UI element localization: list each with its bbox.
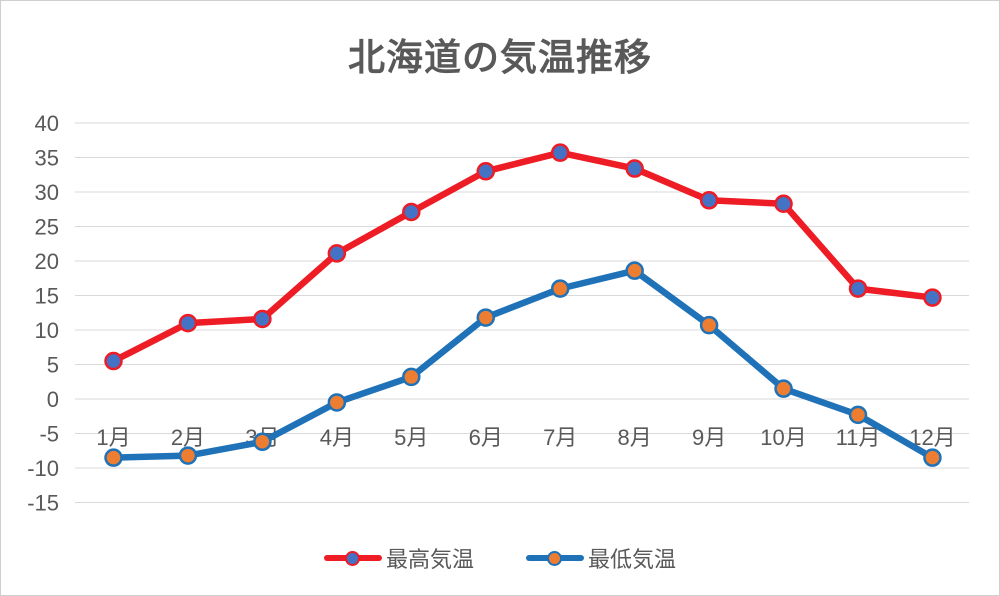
data-point-marker bbox=[178, 446, 198, 465]
y-tick-label: 25 bbox=[35, 215, 59, 240]
x-tick-label: 5月 bbox=[394, 425, 428, 450]
x-tick-label: 6月 bbox=[469, 425, 503, 450]
legend-min-marker-icon bbox=[547, 550, 562, 566]
y-tick-label: 35 bbox=[35, 146, 59, 171]
data-point-marker bbox=[550, 279, 570, 298]
data-point-marker bbox=[476, 308, 495, 327]
legend-max-line-marker-icon bbox=[323, 550, 382, 567]
x-tick-label: 10月 bbox=[760, 425, 806, 450]
data-point-marker bbox=[402, 202, 421, 222]
x-tick-label: 4月 bbox=[320, 425, 354, 450]
legend-max-marker-icon bbox=[344, 550, 360, 566]
series-line-min-temp bbox=[110, 267, 936, 461]
data-point-marker bbox=[253, 432, 272, 452]
data-point-marker bbox=[327, 244, 347, 263]
data-point-marker bbox=[848, 405, 868, 425]
data-point-marker bbox=[104, 448, 123, 467]
x-tick-label: 7月 bbox=[543, 425, 577, 450]
y-tick-label: -10 bbox=[27, 456, 59, 481]
x-tick-label: 1月 bbox=[96, 425, 130, 450]
data-point-marker bbox=[402, 367, 421, 387]
data-point-marker bbox=[625, 261, 644, 280]
legend-label-min-temp: 最低気温 bbox=[588, 547, 677, 572]
data-point-marker bbox=[774, 379, 793, 398]
chart-title: 北海道の気温推移 bbox=[348, 37, 652, 78]
y-tick-label: -15 bbox=[27, 491, 59, 516]
x-tick-label: 8月 bbox=[618, 425, 652, 450]
legend-label-max-temp: 最高気温 bbox=[385, 547, 474, 572]
legend-min-line-marker-icon bbox=[526, 550, 584, 567]
y-tick-label: 0 bbox=[47, 387, 59, 412]
data-point-marker bbox=[848, 279, 868, 298]
y-tick-label: 5 bbox=[47, 353, 59, 378]
data-point-marker bbox=[104, 351, 123, 371]
data-point-marker bbox=[699, 315, 719, 335]
data-point-marker bbox=[923, 448, 942, 467]
data-point-marker bbox=[178, 313, 198, 333]
y-tick-label: 30 bbox=[35, 180, 59, 205]
y-tick-label: 10 bbox=[35, 318, 59, 343]
data-point-marker bbox=[253, 309, 272, 329]
data-point-marker bbox=[699, 191, 719, 210]
x-tick-label: 2月 bbox=[171, 425, 205, 450]
y-tick-label: 20 bbox=[35, 249, 59, 274]
x-tick-label: 11月 bbox=[836, 425, 881, 450]
data-point-marker bbox=[476, 162, 495, 181]
y-tick-label: 15 bbox=[35, 284, 59, 309]
legend-item-max-temp: 最高気温 bbox=[323, 542, 474, 574]
data-point-marker bbox=[625, 159, 644, 178]
data-point-marker bbox=[923, 288, 942, 307]
data-point-marker bbox=[550, 143, 570, 162]
chart-legend: 最高気温 最低気温 bbox=[1, 542, 999, 574]
series-line-max-temp bbox=[110, 149, 936, 365]
y-tick-label: -5 bbox=[39, 422, 59, 447]
legend-item-min-temp: 最低気温 bbox=[526, 542, 676, 574]
data-point-marker bbox=[327, 393, 347, 412]
x-tick-label: 9月 bbox=[692, 425, 726, 450]
y-tick-label: 40 bbox=[35, 111, 59, 136]
data-point-marker bbox=[774, 194, 793, 213]
